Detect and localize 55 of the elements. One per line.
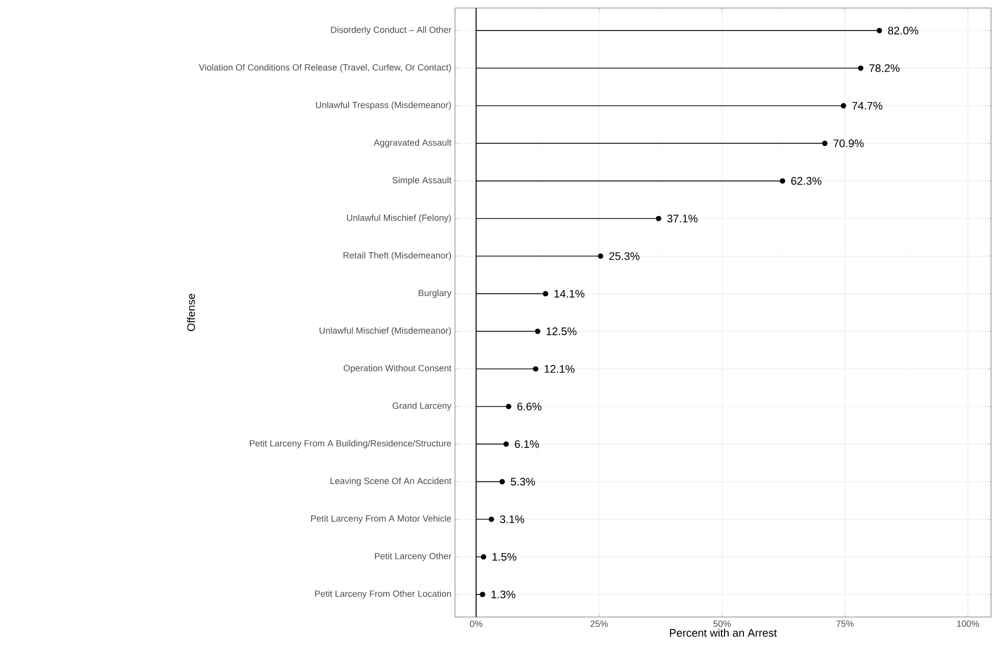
- data-label: 74.7%: [852, 102, 882, 110]
- x-axis-title: Percent with an Arrest: [670, 628, 777, 637]
- point: [542, 291, 548, 296]
- x-tick-label: 25%: [590, 620, 608, 627]
- data-label: 12.5%: [546, 327, 576, 336]
- y-tick-label: Unlawful Mischief (Felony): [347, 214, 451, 223]
- x-tick-label: 0%: [470, 620, 482, 627]
- y-tick-label: Violation Of Conditions Of Release (Travel, Curfew, Or Contact): [198, 64, 451, 72]
- point: [488, 516, 494, 522]
- point: [840, 103, 846, 108]
- data-label: 62.3%: [791, 177, 822, 185]
- point: [876, 28, 882, 34]
- point: [506, 404, 512, 410]
- data-label: 1.5%: [492, 553, 516, 561]
- point: [480, 554, 486, 560]
- y-tick-label: Leaving Scene Of An Accident: [330, 477, 452, 486]
- data-label: 6.1%: [514, 440, 539, 448]
- data-label: 1.3%: [492, 590, 516, 598]
- point: [780, 178, 786, 184]
- data-label: 70.9%: [834, 139, 864, 148]
- data-label: 78.2%: [869, 64, 900, 72]
- point: [480, 592, 486, 598]
- y-axis-title: Offense: [186, 294, 195, 332]
- point: [598, 253, 604, 259]
- data-label: 82.0%: [888, 26, 918, 34]
- data-label: 5.3%: [510, 478, 535, 486]
- x-tick-label: 100%: [957, 620, 980, 627]
- y-tick-label: Unlawful Mischief (Misdemeanor): [320, 327, 451, 336]
- y-tick-label: Burglary: [418, 290, 452, 298]
- y-tick-label: Operation Without Consent: [344, 364, 452, 374]
- y-tick-label: Petit Larceny From A Motor Vehicle: [311, 515, 452, 524]
- data-label: 25.3%: [609, 252, 640, 260]
- data-label: 37.1%: [667, 214, 698, 222]
- y-tick-label: Retail Theft (Misdemeanor): [344, 252, 451, 260]
- point: [858, 65, 864, 71]
- data-label: 12.1%: [544, 365, 575, 373]
- point: [503, 441, 509, 447]
- y-tick-label: Petit Larceny From A Building/Residence/Structure: [250, 440, 452, 448]
- y-tick-label: Unlawful Trespass (Misdemeanor): [316, 102, 451, 110]
- point: [500, 478, 505, 484]
- x-tick-label: 75%: [836, 620, 854, 627]
- point: [822, 140, 828, 146]
- point: [656, 216, 662, 222]
- y-tick-label: Petit Larceny From Other Location: [315, 590, 451, 599]
- y-tick-label: Grand Larceny: [392, 402, 452, 411]
- x-tick-label: 50%: [713, 620, 731, 627]
- y-tick-label: Simple Assault: [392, 176, 452, 186]
- y-tick-label: Petit Larceny Other: [374, 552, 452, 562]
- data-label: 3.1%: [500, 515, 524, 524]
- data-label: 14.1%: [554, 290, 584, 298]
- y-tick-label: Aggravated Assault: [374, 139, 452, 148]
- point: [534, 328, 540, 334]
- point: [532, 366, 538, 372]
- data-label: 6.6%: [517, 402, 542, 410]
- y-tick-label: Disorderly Conduct – All Other: [331, 26, 452, 35]
